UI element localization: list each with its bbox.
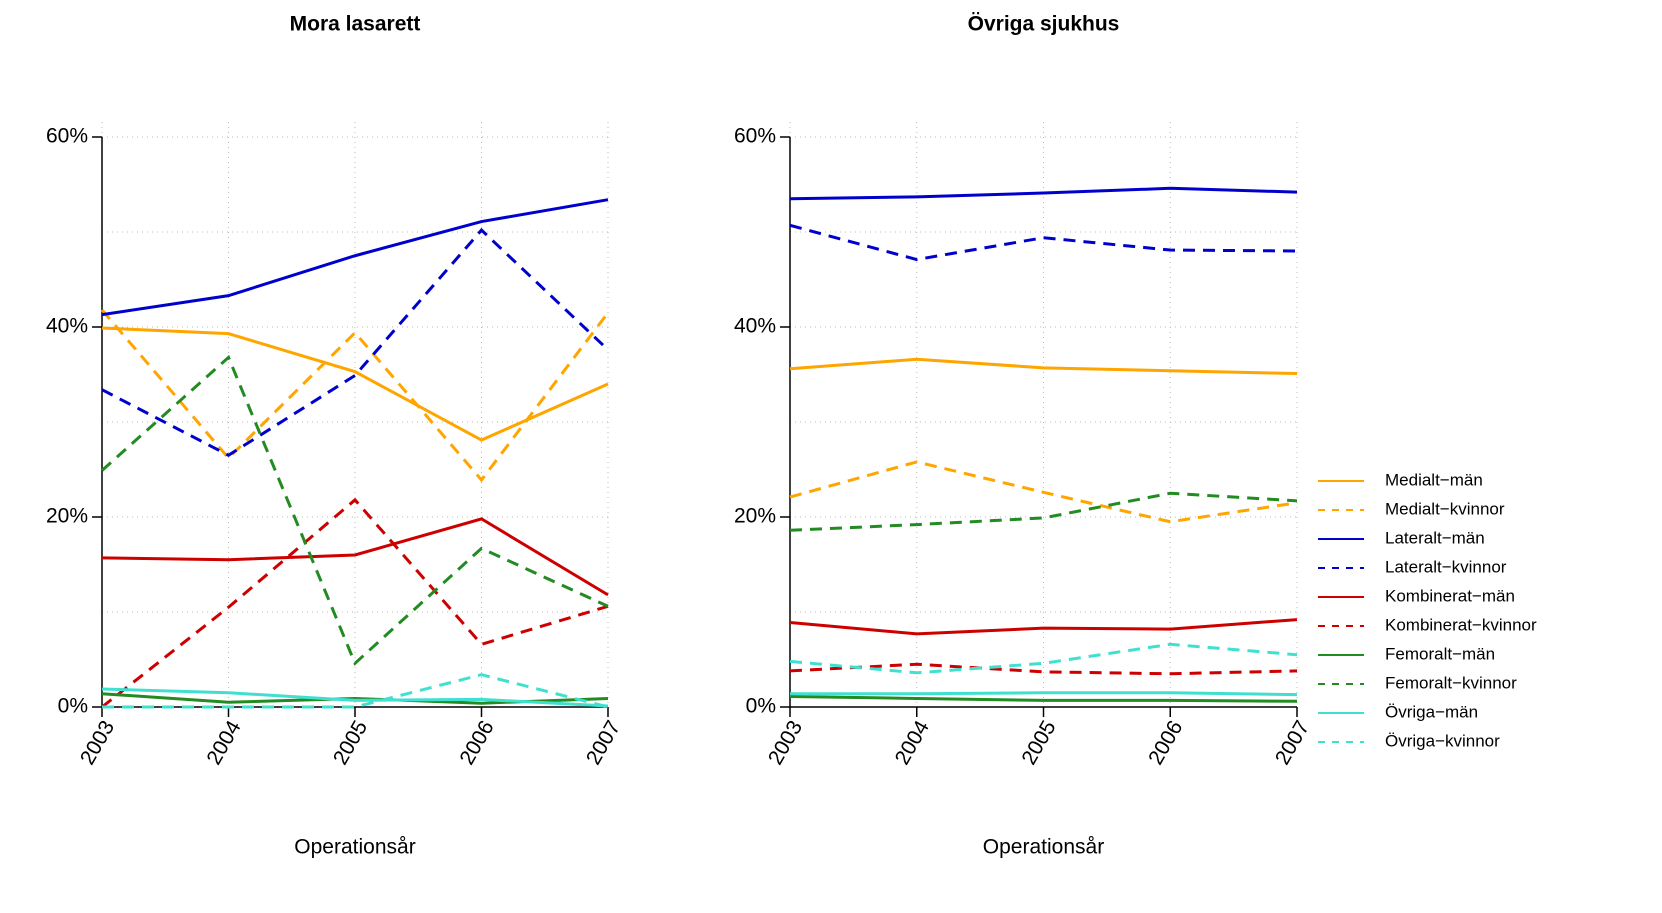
legend-label: Kombinerat−kvinnor: [1385, 615, 1537, 634]
x-axis-label: Operationsår: [983, 836, 1104, 859]
series-line: [101, 354, 609, 666]
y-tick-label: 20%: [734, 505, 776, 528]
legend-label: Femoralt−kvinnor: [1385, 673, 1517, 692]
series-line: [789, 695, 1298, 703]
series-line: [789, 618, 1298, 636]
x-tick-label: 2004: [202, 716, 245, 768]
chart-title: Mora lasarett: [290, 13, 421, 36]
legend-label: Lateralt−kvinnor: [1385, 557, 1507, 576]
series-line: [789, 357, 1298, 376]
y-tick-label: 0%: [58, 695, 88, 718]
series-line: [100, 308, 610, 483]
chart-title: Övriga sjukhus: [968, 13, 1120, 36]
legend-label: Femoralt−män: [1385, 644, 1495, 663]
x-tick-label: 2006: [455, 717, 498, 769]
series-line: [102, 673, 609, 709]
legend-label: Övriga−män: [1385, 702, 1478, 721]
plot: Mora lasarett Operationsår 0% 20% 40% 60% 2003…: [46, 13, 625, 859]
legend-label: Kombinerat−män: [1385, 586, 1515, 605]
y-tick-label: 0%: [746, 695, 776, 718]
x-tick-label: 2006: [1144, 717, 1187, 769]
y-tick-label: 40%: [46, 315, 88, 338]
series-line: [789, 662, 1298, 676]
legend-label: Övriga−kvinnor: [1385, 731, 1500, 750]
plot: Övriga sjukhus Operationsår 0% 20% 40% 60% 200…: [734, 13, 1314, 859]
x-tick-label: 2005: [1017, 717, 1060, 769]
series-line: [101, 198, 609, 317]
series-line: [789, 223, 1298, 262]
series-line: [789, 186, 1298, 201]
series-line: [789, 460, 1298, 524]
series-line: [790, 691, 1298, 697]
series-line: [101, 326, 609, 442]
legend-label: Medialt−kvinnor: [1385, 499, 1505, 518]
series-line: [101, 227, 610, 457]
y-tick-label: 40%: [734, 315, 776, 338]
series-line: [789, 491, 1298, 532]
x-tick-label: 2004: [891, 716, 934, 768]
y-tick-label: 60%: [734, 125, 776, 148]
legend-label: Lateralt−män: [1385, 528, 1485, 547]
y-tick-label: 20%: [46, 505, 88, 528]
series-line: [101, 497, 609, 709]
x-tick-label: 2005: [329, 717, 372, 769]
x-tick-label: 2003: [764, 717, 807, 769]
x-tick-label: 2007: [1271, 717, 1314, 769]
series-line: [101, 687, 609, 708]
x-tick-label: 2007: [582, 717, 625, 769]
legend: Medialt−män Medialt−kvinnor Lateralt−män La…: [1318, 470, 1537, 750]
legend-label: Medialt−män: [1385, 470, 1483, 489]
x-axis-label: Operationsår: [294, 836, 415, 859]
x-tick-label: 2003: [76, 717, 119, 769]
series-line: [789, 642, 1298, 675]
series-line: [101, 517, 609, 597]
y-tick-label: 60%: [46, 125, 88, 148]
